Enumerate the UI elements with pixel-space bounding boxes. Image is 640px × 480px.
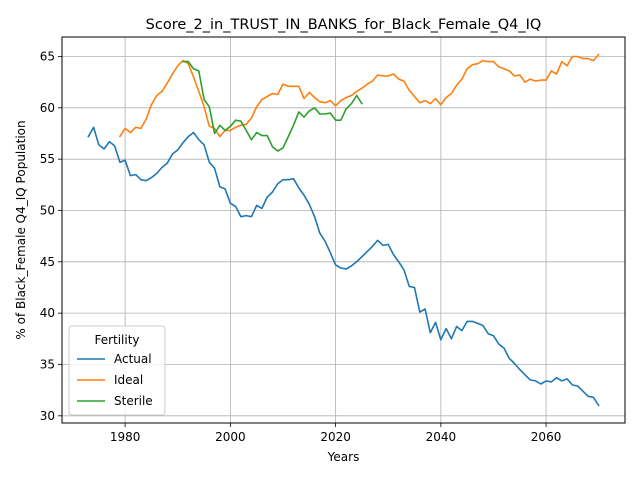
legend-label-sterile: Sterile [114,394,153,408]
y-tick-label: 65 [40,50,55,64]
y-axis-ticks: 30 35 40 45 50 55 60 65 [40,50,62,423]
y-tick-label: 45 [40,255,55,269]
legend-title: Fertility [94,333,139,347]
legend: Fertility Actual Ideal Sterile [68,325,166,416]
legend-label-actual: Actual [114,352,152,366]
series-line-actual [87,126,600,407]
y-axis-label: % of Black_Female Q4_IQ Population [14,120,28,339]
x-tick-label: 2060 [531,430,562,444]
x-axis-label: Years [327,450,360,464]
chart-title: Score_2_in_TRUST_IN_BANKS_for_Black_Fema… [146,17,542,33]
series-layer [87,53,600,407]
y-tick-label: 40 [40,306,55,320]
grid-lines [62,37,625,423]
x-tick-label: 2020 [320,430,351,444]
legend-label-ideal: Ideal [114,373,143,387]
legend-box [68,325,166,416]
series-line-sterile [182,60,363,152]
legend-items: Actual Ideal Sterile [77,352,153,408]
y-tick-label: 55 [40,152,55,166]
y-tick-label: 35 [40,357,55,371]
x-axis-ticks: 1980 2000 2020 2040 2060 [110,423,561,444]
y-tick-label: 60 [40,101,55,115]
y-tick-label: 30 [40,409,55,423]
x-tick-label: 1980 [110,430,141,444]
series-line-ideal [119,53,600,138]
x-tick-label: 2040 [426,430,457,444]
y-tick-label: 50 [40,203,55,217]
plot-frame [61,36,626,424]
x-tick-label: 2000 [215,430,246,444]
